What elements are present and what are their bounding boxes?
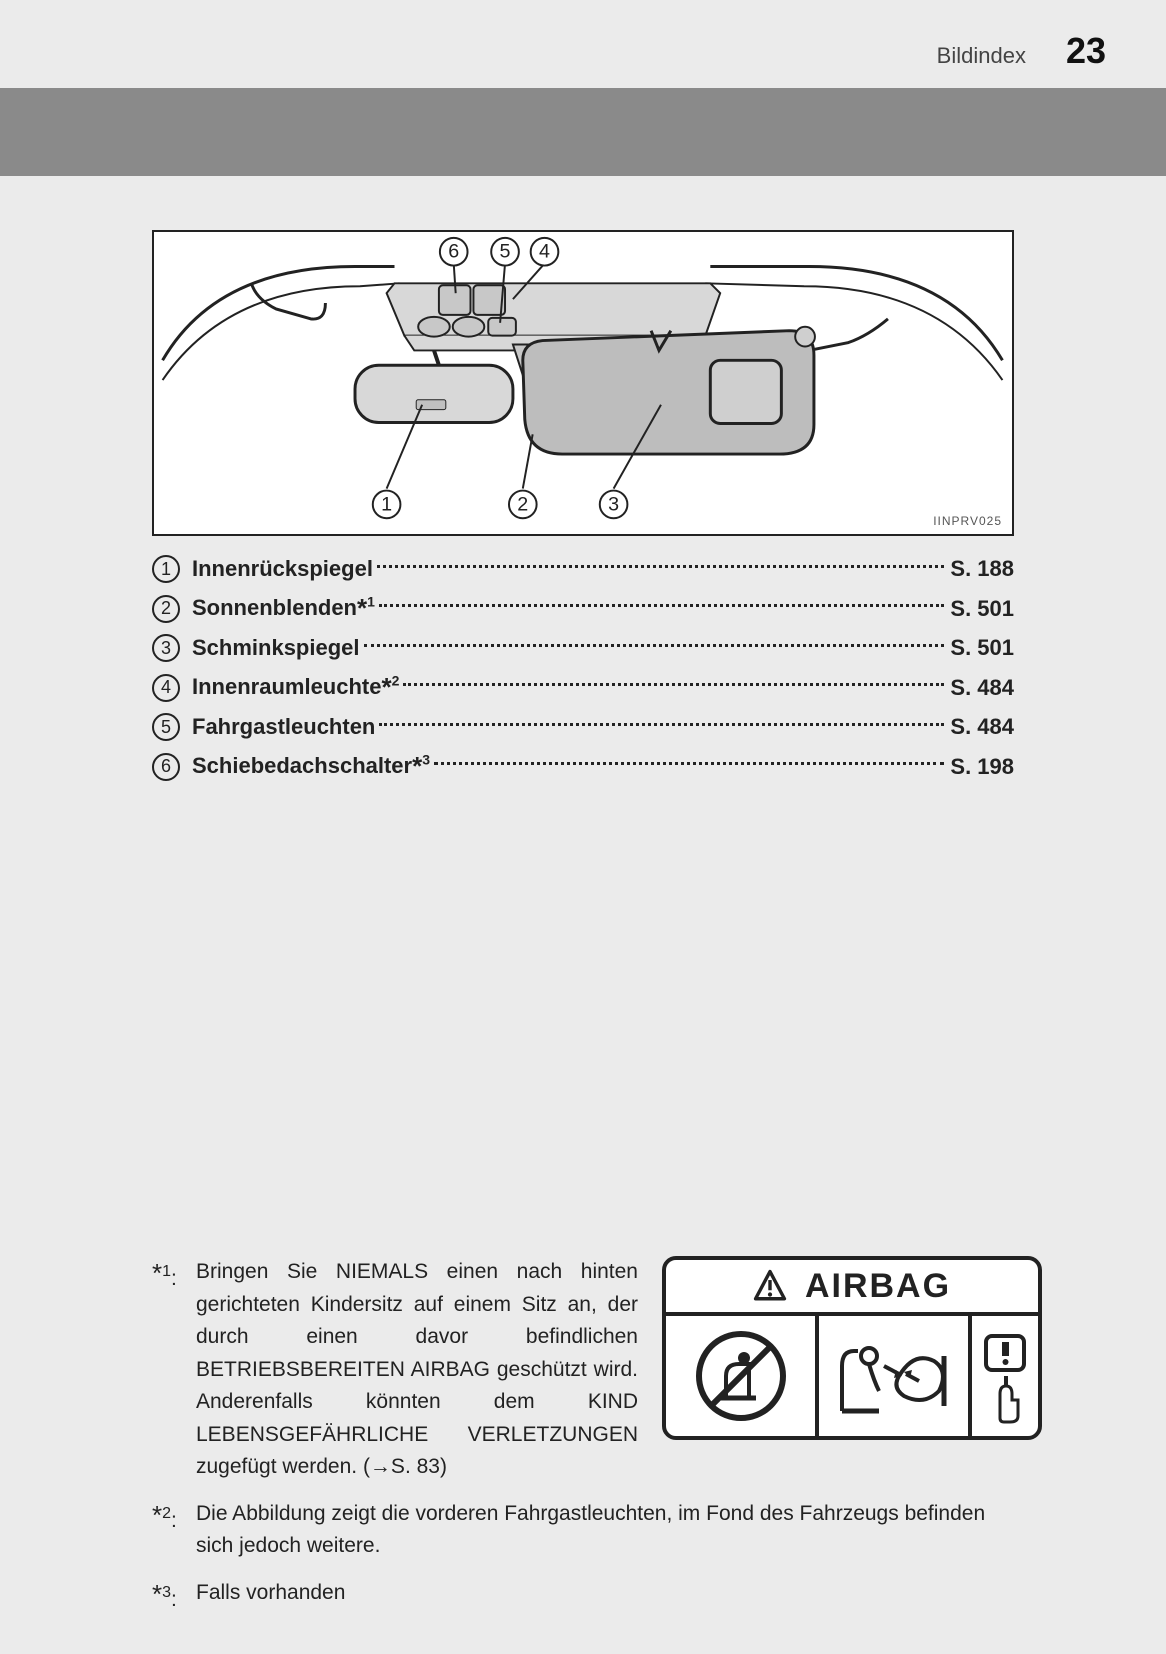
index-label: Sonnenblenden*1 — [192, 593, 375, 624]
svg-text:2: 2 — [517, 493, 528, 515]
index-page: S. 501 — [950, 635, 1014, 661]
index-list: 1 Innenrückspiegel S. 188 2 Sonnenblenden*1 S… — [152, 555, 1014, 792]
index-num: 6 — [152, 753, 180, 781]
index-row: 1 Innenrückspiegel S. 188 — [152, 555, 1014, 583]
index-dots — [403, 683, 944, 686]
index-dots — [379, 723, 944, 726]
index-label: Innenraumleuchte*2 — [192, 672, 399, 703]
manual-page: Bildindex 23 — [0, 0, 1166, 1654]
callout-1: 1 — [373, 491, 401, 519]
index-num: 2 — [152, 595, 180, 623]
airbag-no-childseat-icon — [666, 1316, 815, 1436]
index-row: 3 Schminkspiegel S. 501 — [152, 634, 1014, 662]
index-page: S. 198 — [950, 754, 1014, 780]
index-page: S. 484 — [950, 675, 1014, 701]
index-row: 2 Sonnenblenden*1 S. 501 — [152, 593, 1014, 624]
index-num: 1 — [152, 555, 180, 583]
footnote-3: *3: Falls vorhanden — [152, 1577, 1014, 1617]
header: Bildindex 23 — [937, 30, 1106, 72]
index-label: Schminkspiegel — [192, 635, 360, 661]
index-row: 5 Fahrgastleuchten S. 484 — [152, 713, 1014, 741]
index-page: S. 484 — [950, 714, 1014, 740]
svg-text:1: 1 — [381, 493, 392, 515]
ceiling-diagram: 6 5 4 1 2 3 IINPRV025 — [152, 230, 1014, 536]
callout-4: 4 — [531, 238, 559, 266]
svg-text:3: 3 — [608, 493, 619, 515]
airbag-title: AIRBAG — [805, 1260, 951, 1313]
callout-3: 3 — [600, 491, 628, 519]
index-num: 4 — [152, 674, 180, 702]
footnote-2-text: Die Abbildung zeigt die vorderen Fahrgas… — [196, 1498, 1014, 1563]
diagram-id: IINPRV025 — [933, 514, 1002, 528]
index-num: 5 — [152, 713, 180, 741]
callout-2: 2 — [509, 491, 537, 519]
index-label: Fahrgastleuchten — [192, 714, 375, 740]
index-label: Innenrückspiegel — [192, 556, 373, 582]
airbag-deploy-icon — [815, 1316, 968, 1436]
footnote-2: *2: Die Abbildung zeigt die vorderen Fah… — [152, 1498, 1014, 1563]
ceiling-svg: 6 5 4 1 2 3 — [154, 232, 1012, 534]
airbag-warning-box: AIRBAG — [662, 1256, 1042, 1440]
index-row: 4 Innenraumleuchte*2 S. 484 — [152, 672, 1014, 703]
header-section: Bildindex — [937, 43, 1026, 69]
footnote-1: *1: Bringen Sie NIEMALS einen nach hinte… — [152, 1256, 1014, 1484]
svg-text:6: 6 — [448, 241, 459, 263]
callout-6: 6 — [440, 238, 468, 266]
footnotes: *1: Bringen Sie NIEMALS einen nach hinte… — [152, 1256, 1014, 1631]
index-dots — [434, 762, 944, 765]
svg-text:5: 5 — [500, 241, 511, 263]
footnote-3-text: Falls vorhanden — [196, 1577, 1014, 1617]
footnote-1-text: Bringen Sie NIEMALS einen nach hinten ge… — [196, 1256, 638, 1484]
callout-5: 5 — [491, 238, 519, 266]
warning-triangle-icon — [753, 1269, 787, 1303]
airbag-manual-icon — [968, 1316, 1038, 1436]
index-page: S. 188 — [950, 556, 1014, 582]
page-number: 23 — [1066, 30, 1106, 72]
index-dots — [377, 565, 944, 568]
index-page: S. 501 — [950, 596, 1014, 622]
index-dots — [364, 644, 945, 647]
svg-text:4: 4 — [539, 241, 550, 263]
header-bar — [0, 88, 1166, 176]
index-dots — [379, 604, 944, 607]
index-row: 6 Schiebedachschalter*3 S. 198 — [152, 751, 1014, 782]
index-num: 3 — [152, 634, 180, 662]
index-label: Schiebedachschalter*3 — [192, 751, 430, 782]
